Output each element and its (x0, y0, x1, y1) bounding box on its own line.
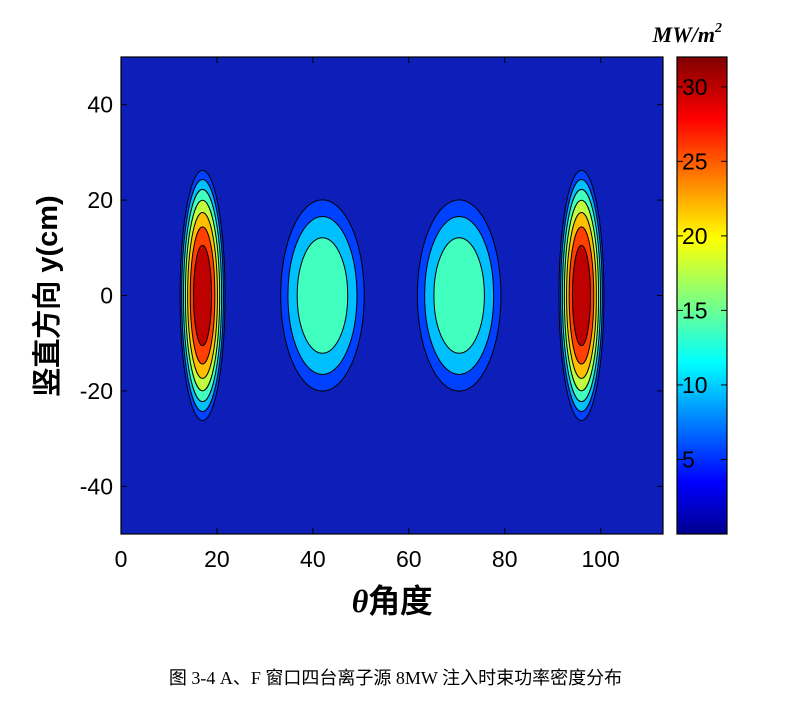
x-tick-label: 40 (300, 546, 326, 572)
figure-caption: 图 3-4 A、F 窗口四台离子源 8MW 注入时束功率密度分布 (168, 668, 623, 688)
colorbar-unit: MW/m2 (652, 21, 722, 47)
y-tick-label: 0 (100, 283, 113, 309)
colorbar-tick-label: 5 (682, 446, 695, 472)
x-axis-label: θ角度 (352, 583, 433, 619)
x-axis-symbol: θ (352, 583, 369, 619)
contour-band-source-1-level-7 (193, 244, 213, 347)
colorbar-tick-label: 20 (682, 223, 708, 249)
colorbar-ticks: 5 10 15 20 25 30 (677, 74, 727, 472)
y-tick-label: -40 (80, 473, 113, 499)
colorbar-gradient (676, 56, 728, 535)
colorbar-tick-label: 15 (682, 297, 708, 323)
colorbar-tick-label: 25 (682, 148, 708, 174)
y-tick-label: 40 (87, 92, 113, 118)
colorbar-unit-exp: 2 (714, 21, 722, 36)
x-tick-label: 0 (115, 546, 128, 572)
y-axis: 40 20 0 -20 -40 (80, 92, 663, 499)
colorbar-unit-base: MW/m (652, 22, 715, 47)
x-tick-label: 20 (204, 546, 230, 572)
x-tick-label: 60 (396, 546, 422, 572)
x-axis: 0 20 40 60 80 100 (115, 57, 620, 572)
x-tick-label: 80 (492, 546, 518, 572)
colorbar-tick-label: 30 (682, 74, 708, 100)
x-axis-text: 角度 (368, 583, 432, 619)
x-tick-label: 100 (581, 546, 619, 572)
contour-band-source-2-level-3 (296, 237, 349, 354)
colorbar: 5 10 15 20 25 30 MW/m2 (652, 21, 728, 535)
contour-layer (179, 169, 605, 422)
y-tick-label: 20 (87, 187, 113, 213)
y-axis-label: 竖直方向 y(cm) (30, 195, 64, 396)
y-tick-label: -20 (80, 378, 113, 404)
colorbar-tick-label: 10 (682, 372, 708, 398)
contour-band-source-3-level-3 (433, 237, 485, 354)
plot-area (120, 56, 664, 535)
contour-band-source-4-level-7 (571, 244, 591, 347)
